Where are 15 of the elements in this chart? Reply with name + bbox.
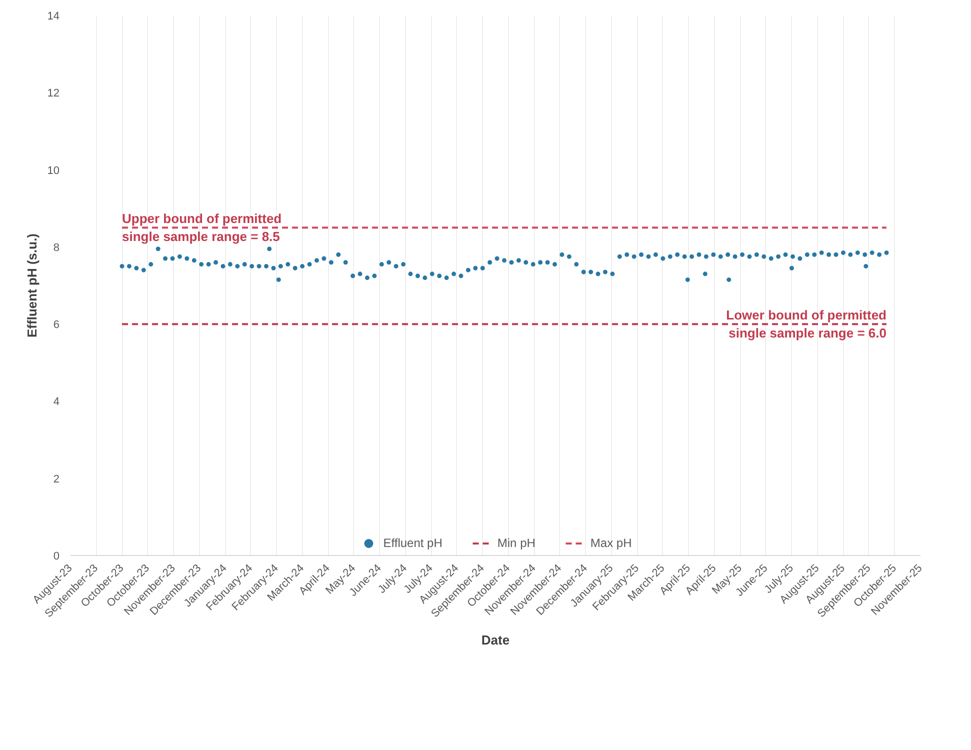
y-tick-label: 0 [53, 550, 60, 562]
annotation: Upper bound of permitted single sample range = 8.5 [122, 211, 282, 244]
x-axis-title: Date [481, 632, 510, 648]
y-axis-title: Effluent pH (s.u.) [24, 233, 40, 338]
y-tick-label: 8 [53, 242, 60, 254]
y-tick-label: 6 [53, 319, 60, 332]
annotation: Lower bound of permitted single sample range = 6.0 [726, 308, 887, 341]
legend-label: Effluent pH [383, 536, 442, 550]
y-tick-label: 12 [47, 88, 60, 100]
legend-label: Min pH [497, 536, 536, 550]
y-tick-label: 10 [47, 164, 60, 177]
y-tick-label: 14 [47, 10, 60, 22]
y-tick-label: 2 [53, 473, 60, 486]
legend-label: Max pH [590, 536, 632, 550]
y-tick-label: 4 [53, 396, 60, 408]
